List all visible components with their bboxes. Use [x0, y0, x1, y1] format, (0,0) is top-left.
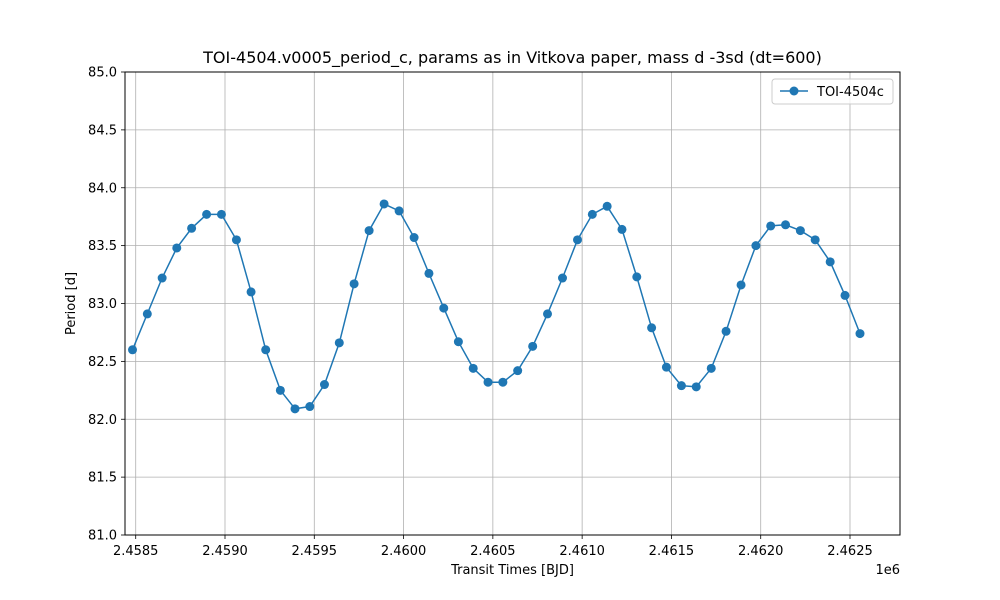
data-point: [275, 385, 285, 395]
data-point: [453, 337, 463, 347]
data-point: [855, 329, 865, 339]
y-axis-label: Period [d]: [64, 272, 79, 335]
legend: TOI-4504c: [771, 78, 894, 105]
data-point: [736, 280, 746, 290]
data-point: [349, 279, 359, 289]
x-tick-label: 2.4595: [292, 544, 338, 559]
data-point: [246, 287, 256, 297]
data-point: [290, 404, 300, 414]
data-point: [558, 273, 567, 283]
data-point: [483, 377, 493, 387]
data-point: [172, 243, 182, 253]
y-tick-label: 83.0: [88, 297, 117, 312]
data-point: [379, 199, 389, 209]
data-point: [795, 226, 805, 236]
data-point: [825, 257, 835, 267]
y-tick-label: 81.0: [88, 529, 117, 544]
data-point: [691, 382, 701, 392]
y-tick-label: 83.5: [88, 239, 117, 254]
data-point: [751, 241, 761, 251]
data-point: [543, 309, 552, 319]
data-point: [216, 209, 226, 219]
data-point: [661, 362, 671, 372]
x-tick-label: 2.4605: [470, 544, 516, 559]
data-point: [781, 220, 791, 230]
data-point: [810, 235, 820, 245]
y-tick-label: 82.5: [88, 355, 117, 370]
y-tick-label: 84.0: [88, 181, 117, 196]
chart-title: TOI-4504.v0005_period_c, params as in Vi…: [202, 48, 822, 68]
series-layer: [128, 199, 865, 414]
data-point: [409, 233, 419, 243]
data-point: [632, 272, 642, 282]
y-tick-label: 81.5: [88, 471, 117, 486]
data-point: [840, 290, 850, 300]
data-point: [468, 363, 478, 373]
data-point: [573, 235, 582, 245]
axis-ticks: 2.4585 2.4590 2.4595 2.4600 2.4605 2.4610 2.46…: [88, 66, 873, 560]
data-point: [394, 206, 404, 216]
y-tick-label: 85.0: [88, 66, 117, 81]
data-point: [721, 326, 731, 336]
data-point: [334, 338, 344, 348]
x-tick-label: 2.4585: [113, 544, 159, 559]
data-point: [261, 345, 271, 355]
series-line-toi-4504c: [131, 203, 861, 410]
x-axis-offset-label: 1e6: [875, 563, 900, 578]
y-tick-label: 84.5: [88, 123, 117, 138]
data-point: [676, 381, 686, 391]
data-point: [305, 402, 315, 412]
x-tick-label: 2.4610: [559, 544, 605, 559]
x-tick-label: 2.4625: [827, 544, 873, 559]
x-tick-label: 2.4620: [738, 544, 784, 559]
data-point: [498, 377, 508, 387]
data-point: [766, 221, 776, 231]
data-point: [439, 303, 449, 313]
x-tick-label: 2.4590: [202, 544, 248, 559]
y-tick-label: 82.0: [88, 413, 117, 428]
data-point: [424, 268, 434, 278]
x-axis-label: Transit Times [BJD]: [450, 563, 574, 578]
data-point: [528, 341, 538, 351]
data-point: [202, 209, 212, 219]
data-point: [319, 380, 329, 390]
x-tick-label: 2.4615: [649, 544, 695, 559]
legend-marker: [789, 86, 799, 96]
data-point: [617, 224, 627, 234]
legend-box: [771, 78, 894, 105]
data-point: [602, 201, 612, 211]
data-point: [231, 235, 241, 245]
data-point: [587, 209, 597, 219]
legend-entry-toi-4504c: TOI-4504c: [816, 85, 884, 100]
data-point: [706, 363, 716, 373]
data-point: [128, 345, 137, 355]
data-point: [157, 273, 167, 283]
data-point: [647, 323, 657, 333]
data-point: [513, 366, 523, 376]
x-tick-label: 2.4600: [381, 544, 427, 559]
data-point: [364, 226, 374, 236]
data-point: [187, 223, 197, 233]
data-point: [142, 309, 152, 319]
